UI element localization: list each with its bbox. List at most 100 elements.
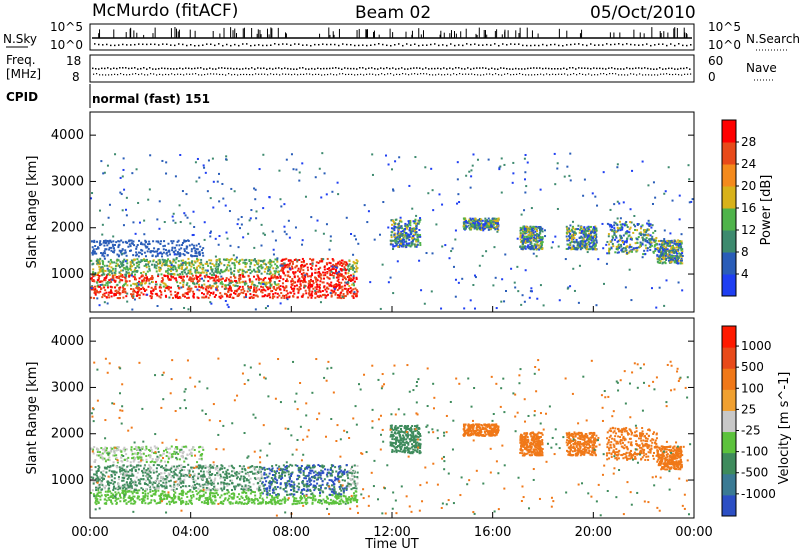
power-noise-cell xyxy=(619,229,621,231)
power-echo-cell xyxy=(165,296,167,298)
power-echo-cell xyxy=(677,239,679,241)
noise-search-point xyxy=(266,45,268,47)
freq-point xyxy=(377,68,379,70)
power-colorbar-tick-label: 12 xyxy=(741,223,756,237)
power-echo-cell xyxy=(665,259,667,261)
power-echo-cell xyxy=(225,279,227,281)
power-echo-cell xyxy=(311,291,313,293)
power-noise-cell xyxy=(139,222,141,224)
power-echo-cell xyxy=(307,267,309,269)
noise-search-point xyxy=(454,45,456,47)
power-echo-cell xyxy=(323,274,325,276)
power-echo-cell xyxy=(172,269,174,271)
freq-point xyxy=(209,67,211,69)
power-echo-cell xyxy=(137,261,139,263)
power-echo-cell xyxy=(650,223,652,225)
power-echo-cell xyxy=(145,241,147,243)
power-noise-cell xyxy=(253,187,255,189)
power-noise-cell xyxy=(146,294,148,296)
noise-search-point xyxy=(562,45,564,47)
power-echo-cell xyxy=(326,291,328,293)
power-echo-cell xyxy=(537,241,539,243)
power-echo-cell xyxy=(330,284,332,286)
power-noise-cell xyxy=(122,169,124,171)
power-noise-cell xyxy=(597,258,599,260)
power-noise-cell xyxy=(605,244,607,246)
power-echo-cell xyxy=(661,262,663,264)
power-echo-cell xyxy=(186,245,188,247)
power-noise-cell xyxy=(108,217,110,219)
power-echo-cell xyxy=(355,265,357,267)
power-noise-cell xyxy=(525,154,527,156)
power-echo-cell xyxy=(111,272,113,274)
power-echo-cell xyxy=(292,296,294,298)
power-echo-cell xyxy=(531,245,533,247)
power-echo-cell xyxy=(95,248,97,250)
power-echo-cell xyxy=(314,297,316,299)
freq-point xyxy=(323,68,325,70)
power-echo-cell xyxy=(237,270,239,272)
noise-search-point xyxy=(670,43,672,45)
freq-point xyxy=(218,67,220,69)
freq-point xyxy=(371,67,373,69)
noise-right-tick-top: 10^5 xyxy=(708,20,741,34)
power-noise-cell xyxy=(479,265,481,267)
power-noise-cell xyxy=(237,218,239,220)
nave-point xyxy=(603,73,604,74)
power-echo-cell xyxy=(391,231,393,233)
noise-search-point xyxy=(578,43,580,45)
power-noise-cell xyxy=(237,223,239,225)
power-echo-cell xyxy=(295,265,297,267)
noise-search-point xyxy=(110,45,112,47)
power-noise-cell xyxy=(397,226,399,228)
power-noise-cell xyxy=(609,209,611,211)
freq-point xyxy=(359,67,361,69)
nave-point xyxy=(144,74,145,75)
power-noise-cell xyxy=(564,176,566,178)
power-noise-cell xyxy=(567,288,569,290)
freq-point xyxy=(593,67,595,69)
power-echo-cell xyxy=(110,250,112,252)
noise-panel-frame xyxy=(90,24,694,50)
noise-search-point xyxy=(378,43,380,45)
power-noise-cell xyxy=(514,282,516,284)
power-echo-cell xyxy=(114,244,116,246)
nave-point xyxy=(624,74,625,75)
power-echo-cell xyxy=(108,242,110,244)
nave-point xyxy=(429,74,430,75)
power-noise-cell xyxy=(157,305,159,307)
power-echo-cell xyxy=(185,261,187,263)
power-echo-cell xyxy=(536,243,538,245)
power-echo-cell xyxy=(519,236,521,238)
power-noise-cell xyxy=(653,181,655,183)
power-echo-cell xyxy=(144,282,146,284)
power-echo-cell xyxy=(121,279,123,281)
power-echo-cell xyxy=(133,259,135,261)
nave-point xyxy=(618,74,619,75)
power-echo-cell xyxy=(647,247,649,249)
power-echo-cell xyxy=(98,266,100,268)
power-echo-cell xyxy=(148,241,150,243)
power-echo-cell xyxy=(118,240,120,242)
nave-point xyxy=(507,73,508,74)
power-echo-cell xyxy=(661,242,663,244)
freq-point xyxy=(128,68,130,70)
power-echo-cell xyxy=(194,277,196,279)
power-echo-cell xyxy=(135,248,137,250)
power-noise-cell xyxy=(264,234,266,236)
power-noise-cell xyxy=(664,229,666,231)
power-echo-cell xyxy=(198,286,200,288)
power-echo-cell xyxy=(176,281,178,283)
freq-point xyxy=(422,68,424,70)
power-noise-cell xyxy=(529,297,531,299)
power-echo-cell xyxy=(94,286,96,288)
power-echo-cell xyxy=(676,260,678,262)
power-noise-cell xyxy=(457,178,459,180)
power-echo-cell xyxy=(532,247,534,249)
power-echo-cell xyxy=(340,282,342,284)
power-echo-cell xyxy=(581,240,583,242)
power-echo-cell xyxy=(183,239,185,241)
power-echo-cell xyxy=(251,270,253,272)
noise-search-point xyxy=(350,44,352,46)
